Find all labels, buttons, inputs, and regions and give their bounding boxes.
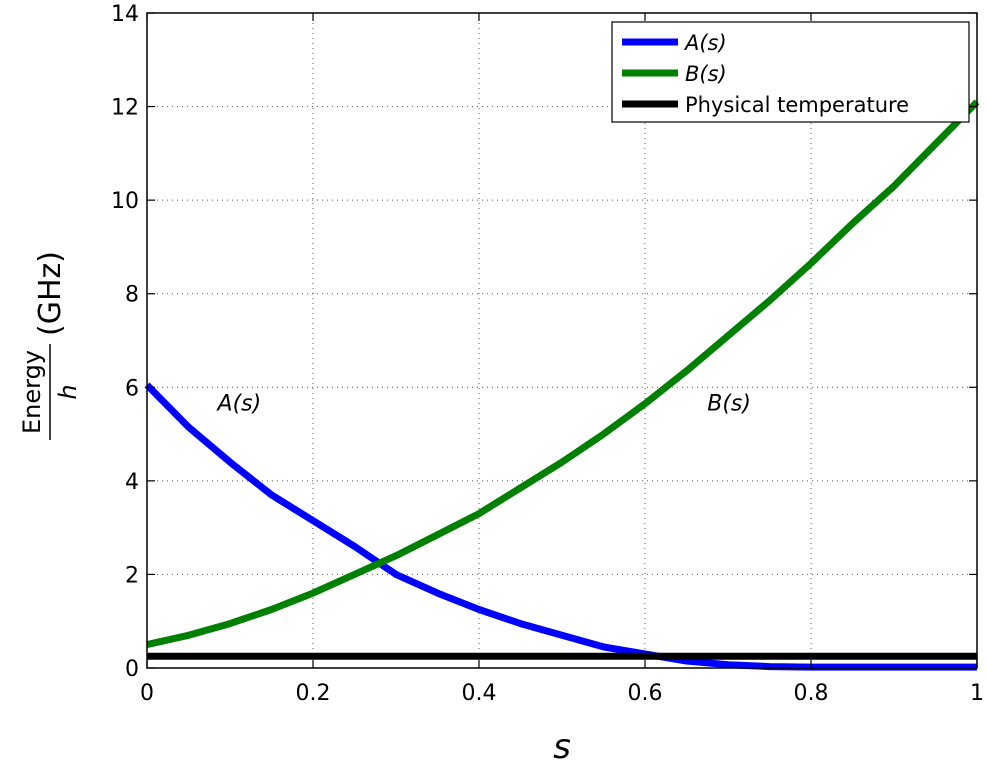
curve-annotation: A(s) [216, 392, 262, 417]
axis-labels: s Energy h (GHz) [18, 251, 571, 767]
curve-annotation: B(s) [707, 392, 751, 417]
x-tick-label: 0.8 [794, 681, 829, 706]
y-tick-label: 2 [125, 563, 139, 588]
y-axis-label-unit: (GHz) [33, 251, 68, 336]
x-tick-label: 0.6 [628, 681, 663, 706]
plot-lines [144, 99, 980, 671]
series-line-b-s [146, 99, 980, 649]
y-axis-label: Energy h (GHz) [18, 251, 82, 440]
series-line-a-s [144, 382, 977, 671]
y-tick-label: 6 [125, 376, 139, 401]
x-tick-label: 0 [140, 681, 154, 706]
annotations: A(s) B(s) [216, 392, 751, 417]
grid [147, 13, 977, 668]
y-axis-label-denominator: h [54, 384, 82, 399]
x-tick-label: 1 [970, 681, 984, 706]
y-tick-label: 12 [111, 96, 139, 121]
legend-label: A(s) [683, 31, 727, 55]
y-tick-label: 10 [111, 189, 139, 214]
x-tick-label: 0.4 [462, 681, 497, 706]
y-tick-label: 4 [125, 470, 139, 495]
x-axis-label: s [553, 727, 571, 767]
y-tick-label: 14 [111, 2, 139, 27]
legend: A(s) B(s) Physical temperature [611, 21, 970, 123]
legend-label: Physical temperature [685, 93, 909, 117]
x-tick-label: 0.2 [296, 681, 331, 706]
y-axis-label-numerator: Energy [18, 350, 46, 434]
plot-frame [146, 12, 978, 669]
legend-label: B(s) [685, 62, 727, 86]
y-tick-label: 0 [125, 657, 139, 682]
y-tick-label: 8 [125, 283, 139, 308]
